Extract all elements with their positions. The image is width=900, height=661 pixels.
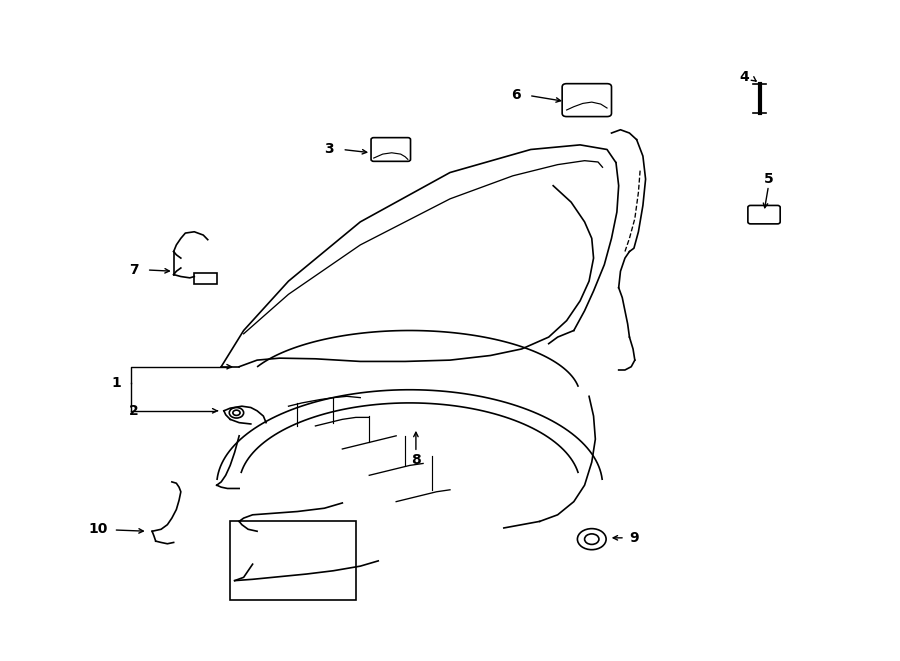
Bar [194, 272, 217, 284]
Text: 10: 10 [88, 522, 108, 536]
Text: 5: 5 [763, 172, 773, 186]
Text: 2: 2 [130, 404, 140, 418]
Text: 3: 3 [324, 143, 334, 157]
Text: 6: 6 [510, 88, 520, 102]
Text: 4: 4 [740, 70, 749, 84]
Text: 9: 9 [629, 531, 639, 545]
Text: 7: 7 [130, 263, 139, 277]
Text: 1: 1 [112, 376, 122, 390]
Text: 8: 8 [411, 453, 421, 467]
